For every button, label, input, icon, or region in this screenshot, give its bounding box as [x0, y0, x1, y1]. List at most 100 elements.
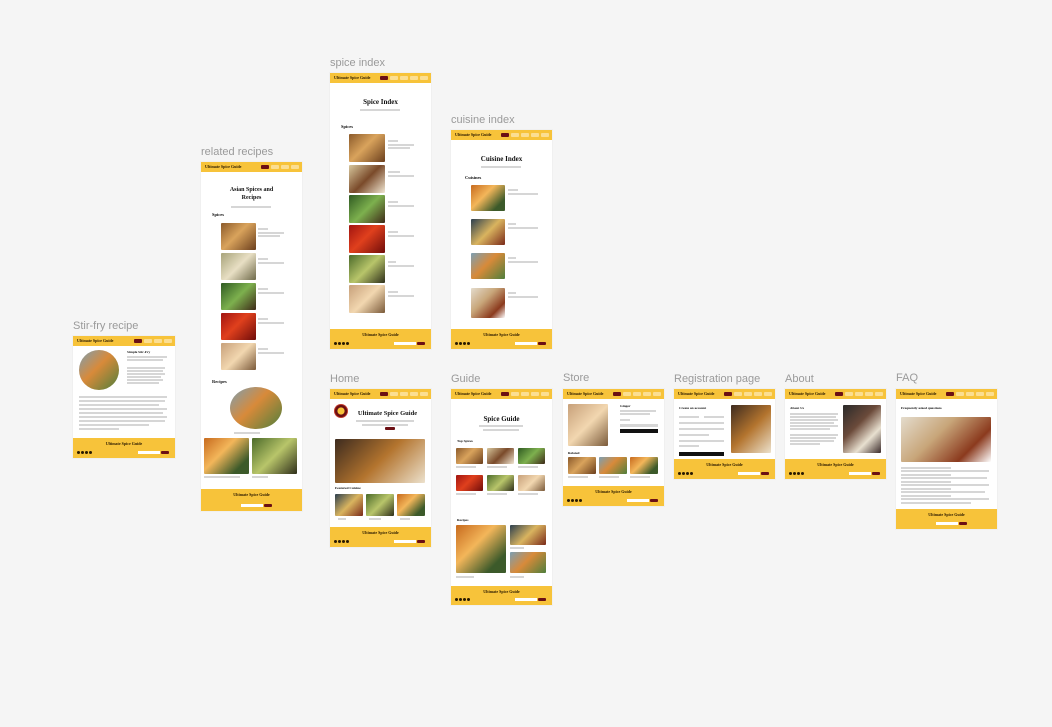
nav[interactable]: [380, 76, 428, 80]
nav[interactable]: [380, 392, 428, 396]
frame-store[interactable]: Ultimate Spice Guide Ginger Related Ulti…: [563, 389, 664, 506]
spices-image: [731, 405, 771, 453]
frame-label-spiceindex[interactable]: spice index: [330, 57, 386, 69]
nav[interactable]: [134, 339, 172, 343]
frame-faq[interactable]: Ultimate Spice Guide Frequently asked qu…: [896, 389, 997, 529]
product-title: Ginger: [620, 404, 631, 408]
footer-title: Ultimate Spice Guide: [928, 512, 965, 517]
frame-guide[interactable]: Ultimate Spice Guide Spice Guide Top Spi…: [451, 389, 552, 605]
spice-image[interactable]: [221, 343, 256, 370]
hero-image: [335, 439, 425, 483]
spice-card[interactable]: [518, 475, 545, 491]
frame-stirfry[interactable]: Ultimate Spice Guide Simple Stir-Fry Ult…: [73, 336, 175, 458]
frame-label-home[interactable]: Home: [330, 373, 360, 385]
page-title-2: Recipes: [241, 195, 262, 201]
add-to-cart-button[interactable]: [620, 429, 658, 433]
spice-image[interactable]: [221, 313, 256, 340]
frame-about[interactable]: Ultimate Spice Guide About Us Ultimate S…: [785, 389, 886, 479]
footer: Ultimate Spice Guide: [785, 459, 886, 479]
brand[interactable]: Ultimate Spice Guide: [334, 75, 371, 80]
frame-label-store[interactable]: Store: [563, 372, 590, 384]
spice-image[interactable]: [349, 285, 385, 313]
cuisine-card[interactable]: [335, 494, 363, 516]
header: Ultimate Spice Guide: [330, 73, 431, 83]
spice-image[interactable]: [221, 283, 256, 310]
recipes-heading: Recipes: [457, 518, 469, 522]
cuisine-image[interactable]: [471, 253, 505, 279]
cuisine-card[interactable]: [366, 494, 394, 516]
logo[interactable]: [334, 404, 348, 418]
footer-title: Ultimate Spice Guide: [105, 441, 143, 446]
frame-spiceindex[interactable]: Ultimate Spice Guide Spice Index Spices …: [330, 73, 431, 349]
frame-related[interactable]: Ultimate Spice Guide Asian Spices and Re…: [201, 162, 302, 511]
brand[interactable]: Ultimate Spice Guide: [900, 391, 937, 396]
spice-card[interactable]: [456, 475, 483, 491]
cuisine-image[interactable]: [471, 185, 505, 211]
brand[interactable]: Ultimate Spice Guide: [77, 338, 114, 343]
nav[interactable]: [613, 392, 661, 396]
recipe-card[interactable]: [456, 525, 506, 573]
footer: Ultimate Spice Guide: [451, 329, 552, 349]
page-title: Ultimate Spice Guide: [357, 410, 418, 417]
cuisine-image[interactable]: [471, 288, 505, 318]
spice-card[interactable]: [487, 448, 514, 464]
page-title-1: Asian Spices and: [229, 187, 274, 193]
frame-label-related[interactable]: related recipes: [201, 146, 274, 158]
nav[interactable]: [261, 165, 299, 169]
footer-title: Ultimate Spice Guide: [706, 462, 743, 467]
frame-label-cuisineindex[interactable]: cuisine index: [451, 114, 515, 126]
brand[interactable]: Ultimate Spice Guide: [455, 391, 492, 396]
frame-label-registration[interactable]: Registration page: [674, 373, 761, 385]
cuisine-card[interactable]: [397, 494, 425, 516]
product-card[interactable]: [599, 457, 627, 474]
nav[interactable]: [835, 392, 883, 396]
page-title: Cuisine Index: [480, 155, 523, 163]
header: Ultimate Spice Guide: [330, 389, 431, 399]
recipe-card[interactable]: [510, 552, 546, 573]
spice-image[interactable]: [221, 253, 256, 280]
spice-image[interactable]: [349, 225, 385, 253]
nav[interactable]: [946, 392, 994, 396]
brand[interactable]: Ultimate Spice Guide: [678, 391, 715, 396]
spice-image[interactable]: [221, 223, 256, 250]
recipe-title: Simple Stir-Fry: [127, 350, 151, 354]
spice-image[interactable]: [349, 195, 385, 223]
frame-home[interactable]: Ultimate Spice Guide Ultimate Spice Guid…: [330, 389, 431, 547]
product-card[interactable]: [630, 457, 658, 474]
featured-heading: Featured Cuisine: [335, 486, 361, 490]
frame-label-faq[interactable]: FAQ: [896, 372, 919, 384]
brand[interactable]: Ultimate Spice Guide: [205, 164, 242, 169]
header: Ultimate Spice Guide: [451, 389, 552, 399]
brand[interactable]: Ultimate Spice Guide: [789, 391, 826, 396]
frame-label-about[interactable]: About: [785, 373, 814, 385]
footer: Ultimate Spice Guide: [896, 509, 997, 529]
footer-title: Ultimate Spice Guide: [362, 332, 399, 337]
spice-image[interactable]: [349, 134, 385, 162]
brand[interactable]: Ultimate Spice Guide: [334, 391, 371, 396]
spice-image[interactable]: [349, 165, 385, 193]
nav[interactable]: [501, 133, 549, 137]
recipe-card[interactable]: [510, 525, 546, 545]
frame-label-stirfry[interactable]: Stir-fry recipe: [73, 320, 139, 332]
spice-image[interactable]: [349, 255, 385, 283]
frame-registration[interactable]: Ultimate Spice Guide Create an account U…: [674, 389, 775, 479]
spice-card[interactable]: [487, 475, 514, 491]
recipe-image[interactable]: [204, 438, 249, 474]
cuisine-image[interactable]: [471, 219, 505, 245]
spice-card[interactable]: [456, 448, 483, 464]
nav[interactable]: [501, 392, 549, 396]
recipe-image[interactable]: [252, 438, 297, 474]
product-card[interactable]: [568, 457, 596, 474]
nav[interactable]: [724, 392, 772, 396]
cta-button[interactable]: [385, 427, 395, 430]
frame-label-guide[interactable]: Guide: [451, 373, 481, 385]
signup-button[interactable]: [679, 452, 724, 456]
footer: Ultimate Spice Guide: [73, 438, 175, 458]
frame-cuisineindex[interactable]: Ultimate Spice Guide Cuisine Index Cuisi…: [451, 130, 552, 349]
recipe-image[interactable]: [230, 387, 282, 429]
footer-title: Ultimate Spice Guide: [483, 589, 520, 594]
brand[interactable]: Ultimate Spice Guide: [455, 132, 492, 137]
footer-title: Ultimate Spice Guide: [595, 489, 632, 494]
spice-card[interactable]: [518, 448, 545, 464]
brand[interactable]: Ultimate Spice Guide: [567, 391, 604, 396]
